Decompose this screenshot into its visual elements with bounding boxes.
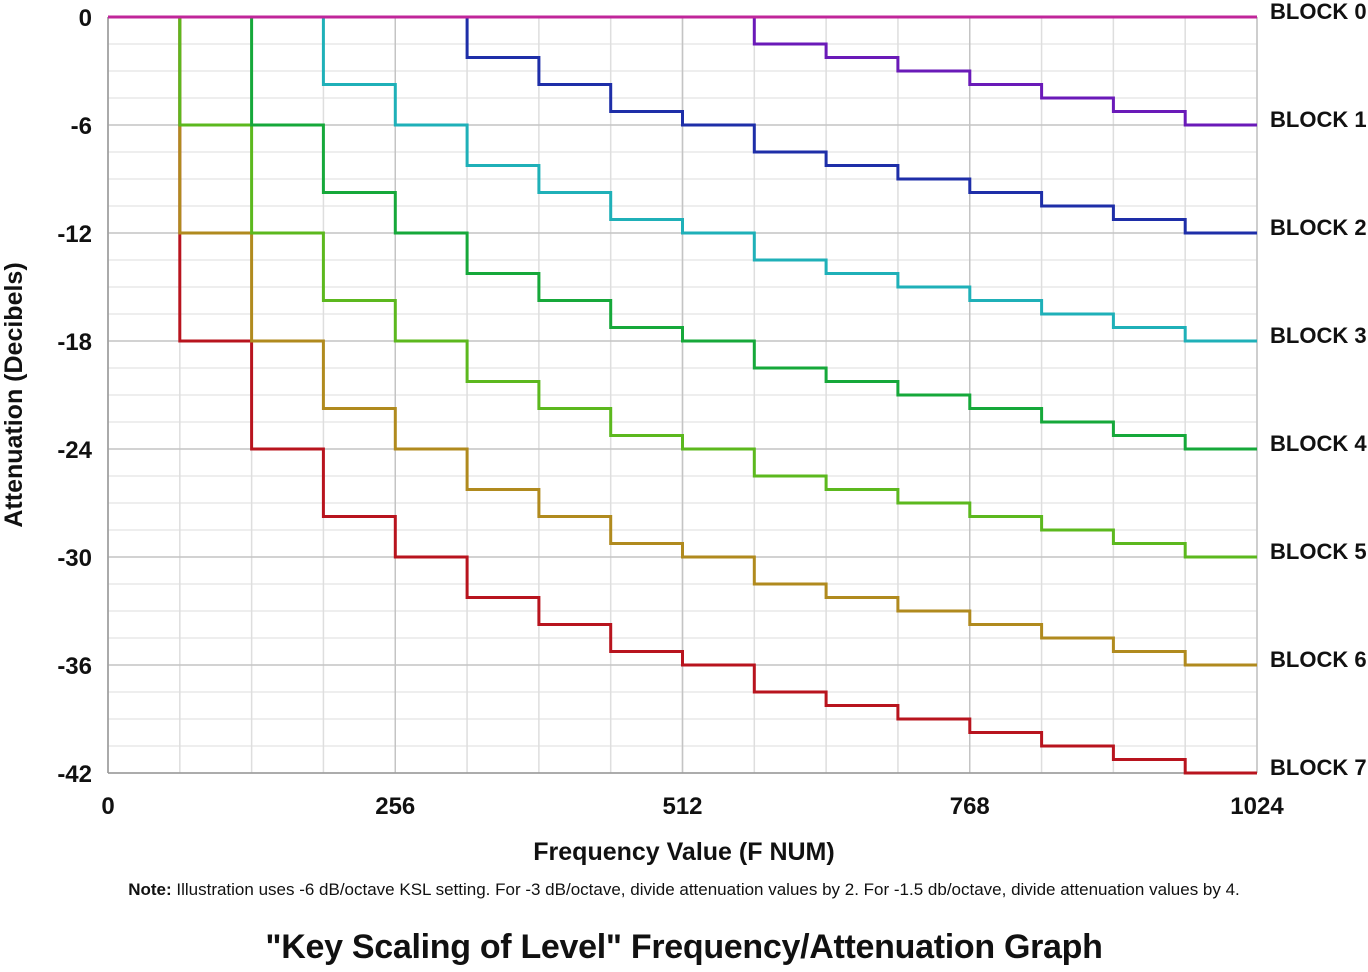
x-tick-label: 1024 [1230, 793, 1284, 820]
y-tick-labels: 0 -6 -12 -18 -24 -30 -36 -42 [57, 5, 92, 788]
series-label: BLOCK 1 [1270, 107, 1367, 132]
y-tick-label: -36 [57, 653, 92, 680]
series-line-block-5 [108, 15, 1257, 559]
x-tick-label: 256 [375, 793, 415, 820]
series-line-block-7 [108, 15, 1257, 775]
y-tick-label: -42 [57, 761, 92, 788]
series-line-block-3 [108, 15, 1257, 343]
series-label: BLOCK 3 [1270, 323, 1367, 348]
footnote-label: Note: [128, 880, 172, 899]
x-tick-label: 0 [101, 793, 114, 820]
y-tick-label: -6 [71, 113, 92, 140]
series-lines [108, 15, 1257, 775]
footnote-text: Illustration uses -6 dB/octave KSL setti… [171, 880, 1240, 899]
chart-title: "Key Scaling of Level" Frequency/Attenua… [265, 928, 1103, 966]
x-tick-labels: 0 256 512 768 1024 [101, 793, 1284, 820]
series-label: BLOCK 4 [1270, 431, 1367, 456]
series-label: BLOCK 2 [1270, 215, 1367, 240]
series-label: BLOCK 0 [1270, 0, 1367, 24]
y-tick-label: 0 [79, 5, 92, 32]
footnote: Note: Illustration uses -6 dB/octave KSL… [0, 880, 1368, 900]
axes [107, 17, 1257, 774]
y-axis-title: Attenuation (Decibels) [0, 262, 28, 527]
series-label: BLOCK 5 [1270, 539, 1367, 564]
y-tick-label: -30 [57, 545, 92, 572]
y-tick-label: -24 [57, 437, 92, 464]
series-line-block-4 [108, 15, 1257, 451]
series-label: BLOCK 6 [1270, 647, 1367, 672]
x-axis-title: Frequency Value (F NUM) [533, 838, 834, 866]
x-tick-label: 768 [950, 793, 990, 820]
x-tick-label: 512 [662, 793, 702, 820]
series-line-block-6 [108, 15, 1257, 667]
series-labels: BLOCK 0 BLOCK 1 BLOCK 2 BLOCK 3 BLOCK 4 BLOCK… [1270, 0, 1367, 780]
series-label: BLOCK 7 [1270, 755, 1367, 780]
y-tick-label: -18 [57, 329, 92, 356]
y-tick-label: -12 [57, 221, 92, 248]
